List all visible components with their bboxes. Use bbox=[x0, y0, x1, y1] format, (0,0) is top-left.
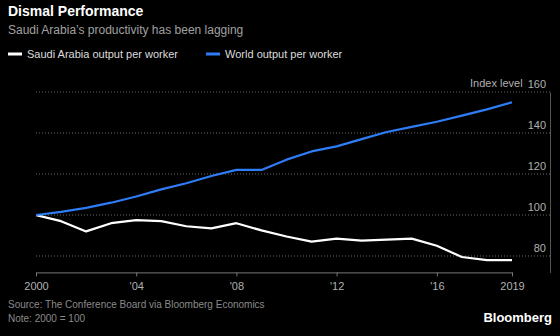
grid-line bbox=[36, 174, 550, 175]
series-line bbox=[36, 215, 512, 260]
x-tick: '04 bbox=[130, 272, 144, 292]
x-axis: 2000 '04 '08 '12 '16 2019 bbox=[24, 272, 524, 292]
x-tick: '16 bbox=[430, 272, 444, 292]
chart: Dismal Performance Saudi Arabia’s product… bbox=[0, 0, 560, 336]
x-tick-mark bbox=[437, 272, 438, 276]
background bbox=[0, 0, 560, 336]
legend-swatch bbox=[8, 53, 22, 56]
x-tick: '12 bbox=[330, 272, 344, 292]
legend: Saudi Arabia output per worker World outp… bbox=[8, 48, 343, 60]
x-tick: 2000 bbox=[24, 272, 48, 292]
y-tick-label: 140 bbox=[528, 119, 546, 131]
x-tick-label: '08 bbox=[230, 280, 244, 292]
y-tick-label: 80 bbox=[534, 242, 546, 254]
y-tick: 100 bbox=[528, 201, 550, 216]
x-tick-mark bbox=[337, 272, 338, 276]
y-tick: 160 bbox=[528, 78, 550, 93]
grid-line bbox=[36, 133, 550, 134]
grid-line bbox=[36, 92, 550, 93]
x-tick-label: '16 bbox=[430, 280, 444, 292]
y-tick-label: 100 bbox=[528, 201, 546, 213]
y-tick-label: 120 bbox=[528, 160, 546, 172]
x-tick: 2019 bbox=[500, 272, 524, 292]
x-tick-label: 2019 bbox=[500, 280, 524, 292]
y-tick: 80 bbox=[534, 242, 550, 257]
y-axis-line bbox=[550, 93, 551, 273]
x-tick-mark bbox=[512, 272, 513, 276]
y-tick: 140 bbox=[528, 119, 550, 134]
x-tick-mark bbox=[36, 272, 37, 276]
y-tick-label: 160 bbox=[528, 78, 546, 90]
grid-line bbox=[36, 256, 550, 257]
y-tick: 120 bbox=[528, 160, 550, 175]
note: Note: 2000 = 100 bbox=[8, 313, 85, 324]
x-tick: '08 bbox=[230, 272, 244, 292]
series-line bbox=[36, 102, 512, 215]
x-tick-mark bbox=[136, 272, 137, 276]
title: Dismal Performance bbox=[8, 3, 144, 19]
legend-swatch bbox=[206, 53, 220, 56]
legend-label: Saudi Arabia output per worker bbox=[27, 48, 178, 60]
y-axis-title: Index level bbox=[470, 77, 523, 89]
x-axis-line bbox=[37, 272, 513, 273]
grid bbox=[36, 92, 550, 256]
subtitle: Saudi Arabia’s productivity has been lag… bbox=[8, 23, 243, 37]
x-tick-label: '04 bbox=[130, 280, 144, 292]
lines bbox=[36, 102, 512, 260]
source: Source: The Conference Board via Bloombe… bbox=[8, 299, 265, 310]
legend-label: World output per worker bbox=[225, 48, 343, 60]
x-tick-label: 2000 bbox=[24, 280, 48, 292]
credit: Bloomberg bbox=[483, 310, 552, 325]
grid-line bbox=[36, 215, 550, 216]
y-axis: 80 100 120 140 160 bbox=[528, 78, 551, 273]
x-tick-mark bbox=[236, 272, 237, 276]
x-tick-label: '12 bbox=[330, 280, 344, 292]
